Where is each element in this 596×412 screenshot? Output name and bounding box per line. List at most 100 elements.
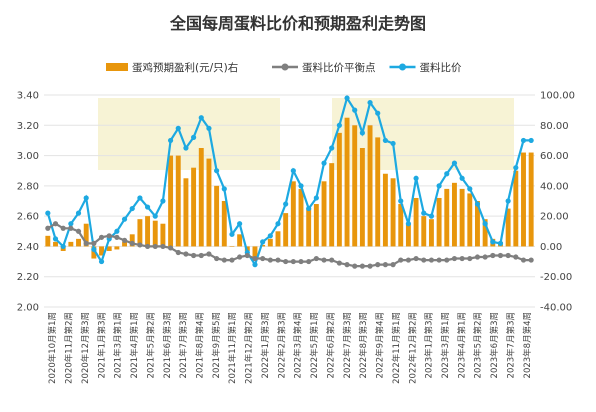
- series-point-breakeven: [183, 251, 189, 257]
- series-point-ratio: [91, 246, 97, 253]
- series-point-ratio: [490, 239, 496, 245]
- y-right-tick: 0.00: [540, 242, 562, 253]
- bar-profit: [290, 181, 296, 247]
- legend-label: 蛋料比价平衡点: [302, 61, 376, 74]
- series-point-ratio: [221, 186, 227, 192]
- x-tick: 2021年1月第3周: [96, 312, 107, 378]
- series-point-ratio: [482, 221, 488, 227]
- series-point-breakeven: [459, 255, 465, 262]
- bar-profit: [275, 231, 281, 247]
- series-point-ratio: [359, 130, 365, 136]
- watermark-left: [98, 98, 280, 170]
- series-point-breakeven: [83, 240, 89, 246]
- y-right-tick: 20.00: [540, 212, 569, 223]
- series-point-ratio: [183, 145, 189, 151]
- x-tick: 2023年3月第1周: [440, 312, 451, 378]
- series-point-ratio: [191, 134, 197, 140]
- y-left-tick: 2.40: [17, 242, 39, 253]
- y-right-tick: 80.00: [540, 121, 569, 132]
- series-point-ratio: [329, 145, 335, 151]
- series-point-ratio: [436, 183, 442, 189]
- x-tick: 2022年2月第3周: [276, 312, 287, 378]
- series-point-breakeven: [229, 257, 235, 263]
- series-point-breakeven: [490, 252, 496, 259]
- series-point-breakeven: [214, 255, 220, 262]
- series-point-breakeven: [375, 262, 381, 268]
- bar-profit: [76, 238, 81, 247]
- series-point-breakeven: [421, 257, 427, 263]
- x-tick: 2023年6月第3周: [489, 312, 500, 378]
- series-point-ratio: [114, 228, 120, 234]
- series-point-ratio: [260, 239, 266, 245]
- series-line-ratio: [46, 95, 532, 268]
- series-point-ratio: [152, 213, 158, 219]
- legend-swatch-marker: [281, 63, 289, 71]
- series-point-breakeven: [52, 221, 59, 227]
- series-point-breakeven: [428, 257, 435, 263]
- series-point-ratio: [290, 168, 296, 174]
- bar-profit: [68, 241, 74, 247]
- legend-label: 蛋鸡预期盈利(元/只)右: [132, 61, 238, 74]
- series-point-breakeven: [520, 257, 527, 263]
- bar-profit: [283, 213, 289, 247]
- series-point-breakeven: [260, 255, 266, 262]
- bar-profit: [482, 219, 488, 247]
- series-point-breakeven: [283, 258, 289, 265]
- x-tick: 2022年5月第1周: [309, 312, 320, 378]
- series-point-breakeven: [513, 254, 519, 260]
- series-point-breakeven: [413, 255, 419, 262]
- series-point-breakeven: [528, 257, 534, 263]
- x-tick: 2022年11月第1周: [391, 312, 402, 384]
- bar-profit: [398, 204, 404, 247]
- series-point-breakeven: [206, 251, 212, 257]
- series-point-ratio: [321, 160, 327, 166]
- y-left-tick: 3.00: [17, 151, 39, 162]
- watermark-right: [332, 98, 514, 170]
- x-tick: 2023年1月第3周: [424, 312, 435, 378]
- bar-profit: [175, 155, 181, 247]
- series-point-ratio: [375, 110, 381, 116]
- series-point-breakeven: [98, 234, 105, 240]
- bar-profit: [528, 152, 534, 247]
- series-point-ratio: [306, 205, 312, 212]
- series-point-ratio: [520, 137, 527, 144]
- bar-profit: [152, 220, 158, 247]
- series-point-ratio: [451, 160, 458, 166]
- series-point-breakeven: [68, 225, 74, 231]
- series-point-ratio: [283, 201, 289, 207]
- bar-profit: [505, 208, 511, 247]
- series-point-breakeven: [91, 240, 97, 246]
- x-tick: 2021年3月第1周: [113, 312, 124, 378]
- series-point-breakeven: [390, 262, 396, 268]
- series-point-breakeven: [321, 257, 327, 263]
- series-point-ratio: [75, 210, 82, 216]
- x-tick: 2021年4月第1周: [129, 312, 140, 378]
- bar-profit: [475, 201, 480, 247]
- bar-profit: [252, 246, 258, 259]
- series-point-ratio: [167, 137, 174, 144]
- series-point-breakeven: [106, 233, 112, 239]
- bar-profit: [375, 137, 381, 247]
- bar-profit: [137, 219, 143, 247]
- bar-profit: [306, 208, 312, 247]
- bar-profit: [298, 188, 304, 247]
- y-right-tick: -20.00: [540, 272, 572, 283]
- series-point-breakeven: [244, 252, 250, 259]
- series-point-breakeven: [167, 245, 174, 251]
- y-left-tick: 2.60: [17, 212, 39, 223]
- bar-profit: [114, 246, 120, 250]
- series-point-ratio: [528, 137, 534, 144]
- series-point-breakeven: [467, 255, 473, 262]
- series-point-breakeven: [198, 252, 204, 259]
- bar-profit: [421, 216, 427, 247]
- x-tick: 2021年12月第2周: [244, 312, 255, 384]
- series-point-breakeven: [306, 258, 312, 265]
- x-tick: 2021年5月第2周: [145, 312, 156, 378]
- series-point-breakeven: [444, 257, 450, 263]
- series-point-ratio: [336, 122, 342, 128]
- series-point-ratio: [252, 262, 258, 268]
- series-point-ratio: [505, 198, 511, 204]
- series-point-ratio: [160, 198, 166, 204]
- bar-profit: [221, 201, 227, 247]
